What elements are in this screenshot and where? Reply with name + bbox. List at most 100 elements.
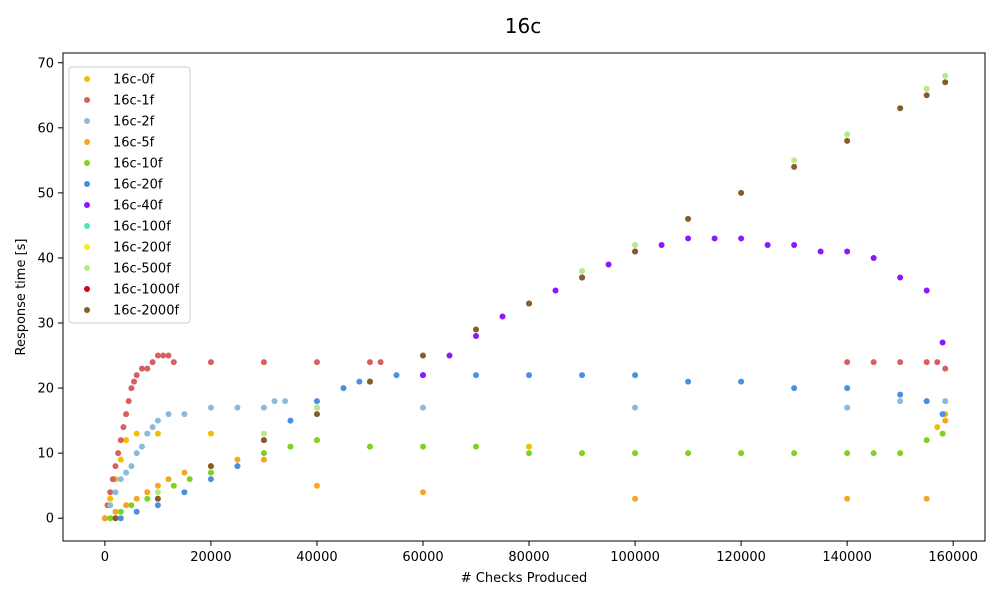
point-16c-5f-11 <box>313 482 320 489</box>
legend-label-16c-40f: 16c-40f <box>113 199 163 214</box>
y-axis: 0 10 20 30 40 50 60 70 <box>37 56 63 527</box>
point-16c-0f-11 <box>934 424 941 431</box>
point-16c-20f-7 <box>287 417 294 424</box>
point-16c-0f-7 <box>207 430 214 437</box>
point-16c-1f-12 <box>133 372 140 379</box>
point-16c-40f-12 <box>738 235 745 242</box>
point-16c-2f-16 <box>271 398 278 405</box>
point-16c-1f-29 <box>934 359 941 366</box>
point-16c-2000f-0 <box>112 515 119 522</box>
point-16c-0f-5 <box>133 430 140 437</box>
point-16c-40f-15 <box>817 248 824 255</box>
point-16c-20f-22 <box>897 391 904 398</box>
point-16c-20f-0 <box>117 515 124 522</box>
legend-marker-16c-100f <box>84 223 90 229</box>
point-16c-2f-9 <box>149 424 156 431</box>
point-16c-2000f-9 <box>579 274 586 281</box>
point-16c-40f-1 <box>446 352 453 359</box>
point-16c-10f-15 <box>526 450 533 457</box>
point-16c-20f-5 <box>234 463 241 470</box>
point-16c-500f-10 <box>632 241 639 248</box>
point-16c-10f-21 <box>844 450 851 457</box>
point-16c-40f-14 <box>791 241 798 248</box>
point-16c-10f-20 <box>791 450 798 457</box>
x-tick-label-4: 80000 <box>508 550 549 565</box>
point-16c-20f-15 <box>526 372 533 379</box>
series-16c-40f <box>419 235 946 379</box>
legend-marker-16c-500f <box>84 265 90 271</box>
point-16c-10f-2 <box>128 502 135 509</box>
point-16c-40f-17 <box>870 254 877 261</box>
point-16c-5f-4 <box>144 489 151 496</box>
y-tick-label-4: 40 <box>37 251 54 266</box>
point-16c-2f-5 <box>128 463 135 470</box>
point-16c-2000f-14 <box>844 137 851 144</box>
point-16c-2000f-1 <box>154 495 161 502</box>
y-axis-label: Response time [s] <box>14 239 29 356</box>
x-axis-label: # Checks Produced <box>461 571 587 586</box>
point-16c-10f-24 <box>923 437 930 444</box>
point-16c-20f-9 <box>340 385 347 392</box>
point-16c-2f-7 <box>138 443 145 450</box>
point-16c-10f-19 <box>738 450 745 457</box>
point-16c-2f-6 <box>133 450 140 457</box>
point-16c-5f-9 <box>234 456 241 463</box>
legend-label-16c-100f: 16c-100f <box>113 220 171 235</box>
legend-marker-16c-2f <box>84 118 90 124</box>
legend-marker-16c-0f <box>84 76 90 82</box>
point-16c-1f-8 <box>123 411 130 418</box>
chart-title: 16c <box>505 14 541 38</box>
point-16c-0f-6 <box>154 430 161 437</box>
point-16c-500f-17 <box>942 72 949 79</box>
point-16c-1f-21 <box>260 359 267 366</box>
point-16c-500f-9 <box>579 267 586 274</box>
point-16c-1f-5 <box>115 450 122 457</box>
plot-area <box>62 52 986 542</box>
point-16c-10f-6 <box>186 476 193 483</box>
legend-label-16c-500f: 16c-500f <box>113 262 171 277</box>
point-16c-1f-11 <box>131 378 138 385</box>
point-16c-1f-23 <box>366 359 373 366</box>
point-16c-40f-0 <box>419 372 426 379</box>
point-16c-20f-12 <box>393 372 400 379</box>
point-16c-2000f-8 <box>526 300 533 307</box>
legend-marker-16c-40f <box>84 202 90 208</box>
point-16c-5f-13 <box>632 495 639 502</box>
x-tick-label-5: 100000 <box>610 550 660 565</box>
point-16c-20f-8 <box>313 398 320 405</box>
legend-label-16c-2f: 16c-2f <box>113 115 155 130</box>
point-16c-0f-1 <box>107 495 114 502</box>
point-16c-1f-28 <box>923 359 930 366</box>
x-tick-label-3: 60000 <box>402 550 443 565</box>
point-16c-2f-10 <box>154 417 161 424</box>
point-16c-40f-2 <box>473 333 480 340</box>
point-16c-5f-3 <box>133 495 140 502</box>
y-tick-label-5: 50 <box>37 186 54 201</box>
point-16c-2f-8 <box>144 430 151 437</box>
point-16c-40f-19 <box>923 287 930 294</box>
point-16c-20f-14 <box>473 372 480 379</box>
legend-label-16c-200f: 16c-200f <box>113 241 171 256</box>
y-tick-label-1: 10 <box>37 447 54 462</box>
series-16c-5f <box>101 417 949 522</box>
point-16c-10f-25 <box>939 430 946 437</box>
point-16c-40f-20 <box>939 339 946 346</box>
point-16c-2000f-2 <box>207 463 214 470</box>
point-16c-1f-18 <box>165 352 172 359</box>
point-16c-10f-9 <box>260 450 267 457</box>
point-16c-1f-26 <box>870 359 877 366</box>
point-16c-5f-2 <box>123 502 130 509</box>
x-axis: 0 20000 40000 60000 80000 100000 120000 140000 1… <box>101 541 978 565</box>
point-16c-2000f-4 <box>313 411 320 418</box>
point-16c-10f-12 <box>366 443 373 450</box>
point-16c-2f-13 <box>207 404 214 411</box>
point-16c-20f-18 <box>685 378 692 385</box>
point-16c-1f-20 <box>207 359 214 366</box>
point-16c-20f-20 <box>791 385 798 392</box>
point-16c-5f-12 <box>419 489 426 496</box>
point-16c-5f-16 <box>942 417 949 424</box>
legend-marker-16c-200f <box>84 244 90 250</box>
y-tick-label-2: 20 <box>37 382 54 397</box>
point-16c-0f-9 <box>526 443 533 450</box>
